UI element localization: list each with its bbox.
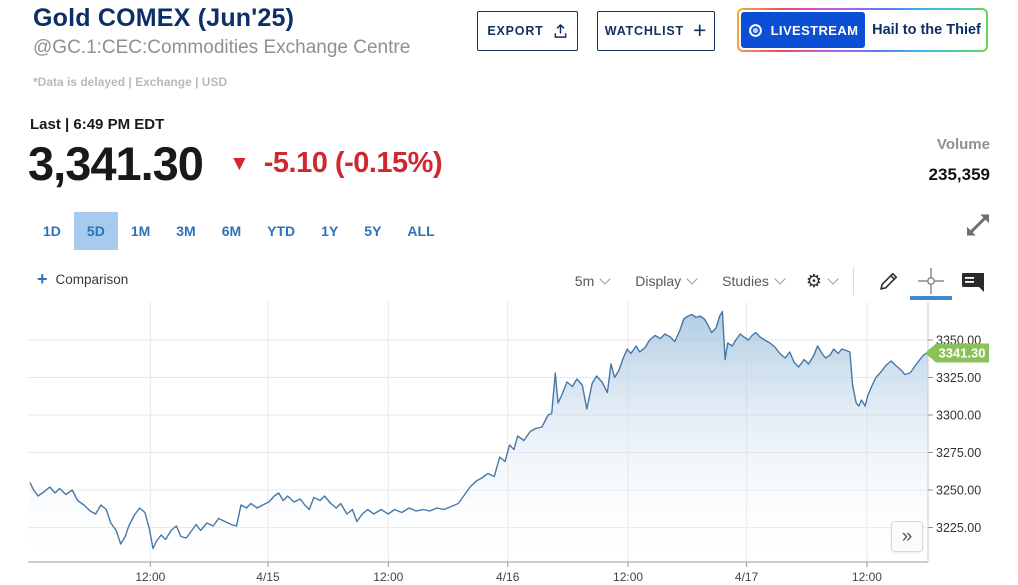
toolbar-divider — [853, 267, 854, 295]
x-axis-label: 12:00 — [373, 570, 403, 584]
chart-canvas[interactable]: 3350.003325.003300.003275.003250.003225.… — [0, 300, 1018, 585]
y-axis-label: 3275.00 — [936, 446, 981, 460]
expand-icon[interactable] — [961, 206, 995, 242]
display-dropdown[interactable]: Display — [635, 273, 698, 289]
y-axis-label: 3300.00 — [936, 409, 981, 423]
chevron-down-icon — [599, 273, 611, 285]
double-chevron-right-icon: » — [901, 525, 913, 547]
pencil-icon — [880, 272, 898, 290]
area-fill — [30, 311, 928, 562]
plus-icon: + — [37, 269, 48, 289]
range-tab-1d[interactable]: 1D — [30, 212, 74, 250]
export-button-label: EXPORT — [487, 24, 544, 38]
comparison-label: Comparison — [55, 271, 129, 287]
livestream-label: LIVESTREAM — [770, 22, 859, 38]
range-tab-all[interactable]: ALL — [394, 212, 447, 250]
range-tab-1m[interactable]: 1M — [118, 212, 163, 250]
draw-tool-button[interactable] — [874, 266, 904, 296]
range-tab-6m[interactable]: 6M — [209, 212, 254, 250]
y-axis-label: 3325.00 — [936, 371, 981, 385]
price-chart[interactable]: 3350.00 3325.00 3300.00 3275.00 3250.00 3225.… — [0, 300, 1018, 585]
last-price-badge — [925, 343, 989, 363]
y-axis-label: 3225.00 — [936, 521, 981, 535]
chevron-down-icon — [827, 273, 839, 285]
interval-value: 5m — [574, 273, 595, 289]
data-delayed-note: *Data is delayed | Exchange | USD — [33, 75, 228, 89]
last-price-badge-label: 3341.30 — [939, 346, 986, 361]
active-tool-indicator — [910, 296, 952, 300]
export-icon — [554, 23, 566, 38]
crosshair-icon — [918, 268, 944, 294]
gear-icon: ⚙ — [805, 271, 822, 291]
instrument-subtitle: @GC.1:CEC:Commodities Exchange Centre — [33, 37, 411, 58]
x-axis-label: 4/17 — [735, 570, 759, 584]
range-tabs: 1D 5D 1M 3M 6M YTD 1Y 5Y ALL — [30, 212, 448, 250]
price-line — [29, 310, 929, 550]
range-tab-1y[interactable]: 1Y — [308, 212, 351, 250]
price-row: 3,341.30 ▼ -5.10 (-0.15%) — [28, 136, 443, 191]
watchlist-button[interactable]: WATCHLIST + — [597, 11, 715, 51]
volume-value: 235,359 — [928, 165, 990, 184]
crosshair-tool-button[interactable] — [910, 266, 952, 300]
chevron-down-icon — [686, 273, 698, 285]
display-label: Display — [635, 273, 682, 289]
page-title: Gold COMEX (Jun'25) — [33, 4, 295, 32]
add-comparison[interactable]: + Comparison — [37, 270, 128, 288]
watchlist-button-label: WATCHLIST — [604, 24, 684, 38]
x-axis-label: 4/15 — [256, 570, 280, 584]
range-tab-3m[interactable]: 3M — [163, 212, 208, 250]
studies-dropdown[interactable]: Studies — [722, 273, 786, 289]
radio-dot-icon — [748, 23, 762, 37]
livestream-button[interactable]: LIVESTREAM — [741, 12, 865, 48]
chevron-down-icon — [774, 273, 786, 285]
studies-label: Studies — [722, 273, 769, 289]
down-arrow-icon: ▼ — [228, 151, 250, 175]
interval-dropdown[interactable]: 5m — [574, 273, 611, 289]
last-timestamp: Last | 6:49 PM EDT — [30, 116, 165, 133]
volume-label: Volume — [936, 136, 990, 153]
last-price: 3,341.30 — [28, 137, 204, 190]
chart-more-button[interactable]: » — [891, 521, 923, 552]
livestream-show-title[interactable]: Hail to the Thief — [872, 22, 981, 38]
x-axis-label: 4/16 — [496, 570, 520, 584]
range-tab-ytd[interactable]: YTD — [254, 212, 308, 250]
range-tab-5d[interactable]: 5D — [73, 212, 118, 250]
comment-icon — [962, 273, 984, 292]
export-button[interactable]: EXPORT — [477, 11, 578, 51]
range-tab-5y[interactable]: 5Y — [351, 212, 394, 250]
livestream-pill[interactable]: LIVESTREAM Hail to the Thief — [737, 8, 988, 52]
price-change: -5.10 (-0.15%) — [263, 147, 443, 179]
x-axis-label: 12:00 — [613, 570, 643, 584]
x-axis-label: 12:00 — [135, 570, 165, 584]
comments-button[interactable] — [958, 266, 988, 296]
x-axis-label: 12:00 — [852, 570, 882, 584]
chart-settings-dropdown[interactable]: ⚙ — [805, 271, 839, 291]
chart-toolbar: 5m Display Studies ⚙ — [575, 262, 988, 300]
y-axis-label: 3250.00 — [936, 484, 981, 498]
